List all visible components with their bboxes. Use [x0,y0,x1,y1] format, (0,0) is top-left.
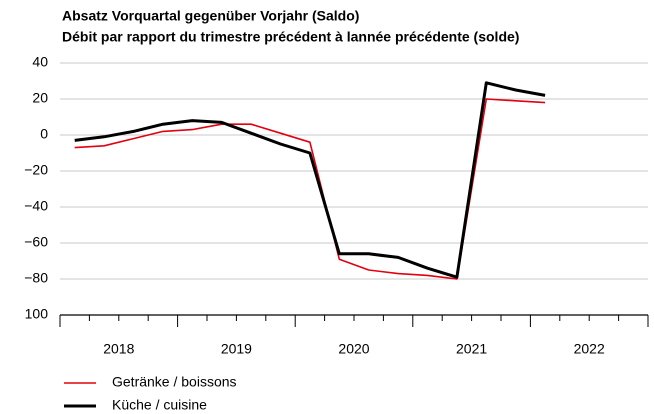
y-tick-label: −20 [24,162,48,178]
x-tick-label: 2019 [221,341,252,357]
x-tick-label: 2020 [338,341,369,357]
y-tick-label: 0 [40,126,48,142]
y-tick-label: −80 [24,270,48,286]
legend-label: Küche / cuisine [112,397,207,413]
y-tick-label: −60 [24,234,48,250]
x-tick-label: 2021 [456,341,487,357]
y-tick-label: −40 [24,198,48,214]
y-tick-label: 100 [25,306,49,322]
y-tick-label: 40 [32,54,48,70]
legend-label: Getränke / boissons [112,374,237,390]
x-tick-label: 2018 [103,341,134,357]
chart-title: Débit par rapport du trimestre précédent… [62,29,519,45]
series-line [74,98,546,280]
chart-title: Absatz Vorquartal gegenüber Vorjahr (Sal… [62,8,359,24]
y-tick-label: 20 [32,90,48,106]
x-tick-label: 2022 [574,341,605,357]
series-line [74,81,546,279]
